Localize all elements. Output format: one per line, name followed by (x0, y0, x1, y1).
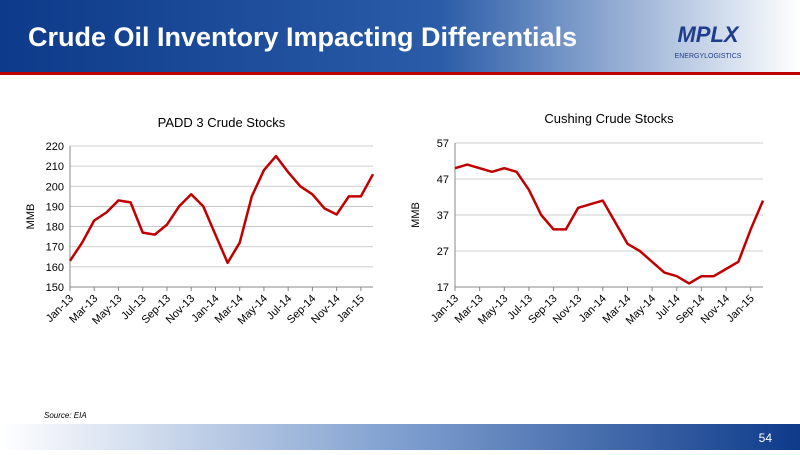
x-tick-label: Jan-15 (725, 293, 757, 325)
y-tick-label: 37 (437, 210, 449, 222)
y-axis-label: MMB (410, 202, 422, 228)
y-tick-label: 150 (46, 282, 64, 294)
charts: PADD 3 Crude Stocks MMB 150 160 170 180 190 200… (25, 111, 765, 327)
y-tick-label: 160 (46, 262, 64, 274)
logo-name: MPLX (677, 22, 739, 47)
source-note: Source: EIA (44, 411, 87, 420)
x-tick-label: Jan-15 (335, 293, 367, 325)
y-tick-label: 180 (46, 222, 64, 234)
y-tick-label: 190 (46, 201, 64, 213)
y-tick-label: 210 (46, 161, 64, 173)
logo-tagline: ENERGYLOGISTICS (675, 53, 742, 60)
data-line (68, 154, 375, 265)
header-rule (0, 72, 800, 75)
y-tick-label: 170 (46, 242, 64, 254)
chart-title: Cushing Crude Stocks (544, 111, 674, 126)
y-tick-label: 200 (46, 181, 64, 193)
y-tick-label: 47 (437, 174, 449, 186)
footer-band (0, 424, 800, 450)
chart-title: PADD 3 Crude Stocks (158, 115, 286, 130)
data-line (454, 163, 765, 285)
y-tick-label: 17 (437, 282, 449, 294)
slide-title: Crude Oil Inventory Impacting Differenti… (28, 22, 577, 52)
y-tick-label: 27 (437, 246, 449, 258)
y-tick-label: 57 (437, 138, 449, 150)
header-band (0, 0, 800, 74)
page-number: 54 (759, 431, 773, 445)
y-axis-label: MMB (25, 204, 37, 230)
y-tick-label: 220 (46, 141, 64, 153)
